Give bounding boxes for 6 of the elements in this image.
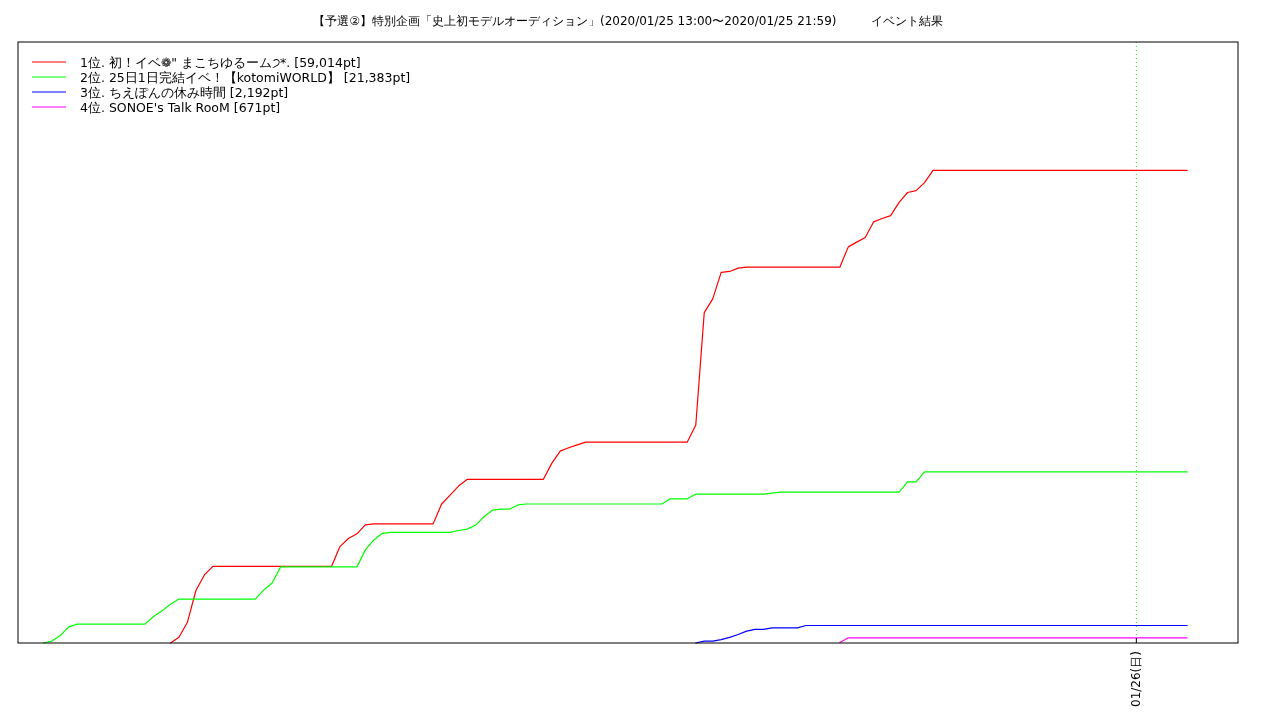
- legend-label: 4位. SONOE's Talk RooM [671pt]: [80, 99, 281, 115]
- legend-label: 2位. 25日1日完結イベ！【kotomiWORLD】 [21,383pt]: [80, 69, 411, 85]
- text: 01/26(日): [1129, 651, 1144, 707]
- legend-label: 1位. 初！イベ❁" まこちゆるーム੭*. [59,014pt]: [80, 54, 361, 70]
- chart-title: 【予選②】特別企画「史上初モデルオーディション」(2020/01/25 13:00〜2020/01/25 21:59) イベント結果: [313, 14, 943, 28]
- legend-label: 3位. ちえぽんの休み時間 [2,192pt]: [80, 84, 289, 100]
